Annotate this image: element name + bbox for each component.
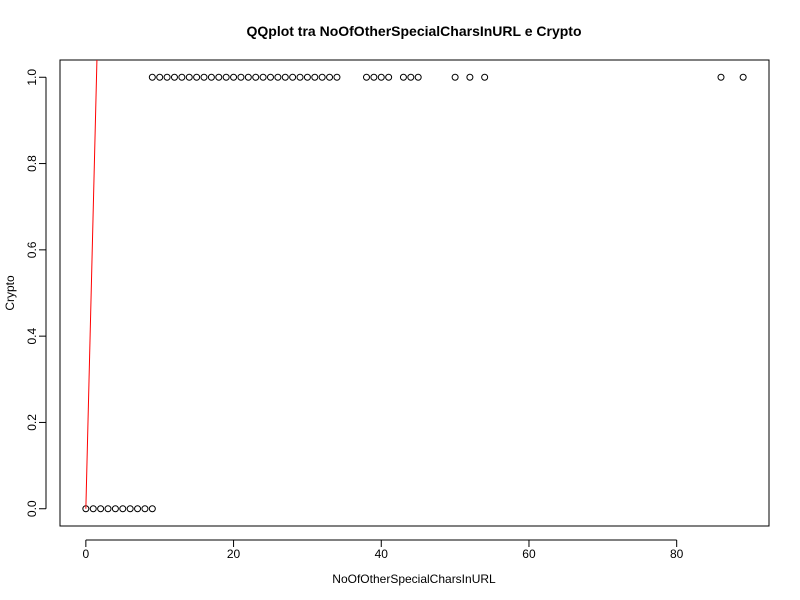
data-point <box>333 73 341 81</box>
data-point <box>215 73 223 81</box>
y-axis-title: Crypto <box>3 275 17 311</box>
x-tick-label: 40 <box>375 547 389 561</box>
data-point <box>185 73 193 81</box>
data-point <box>451 73 459 81</box>
data-point <box>126 505 134 513</box>
y-tick-label: 0.0 <box>25 500 39 517</box>
data-point <box>97 505 105 513</box>
data-point <box>399 73 407 81</box>
data-point <box>281 73 289 81</box>
data-point <box>466 73 474 81</box>
data-point <box>296 73 304 81</box>
data-point <box>385 73 393 81</box>
plot-frame <box>59 59 770 527</box>
data-points <box>82 73 747 513</box>
data-point <box>318 73 326 81</box>
data-point <box>252 73 260 81</box>
data-point <box>266 73 274 81</box>
data-point <box>230 73 238 81</box>
data-point <box>207 73 215 81</box>
data-point <box>377 73 385 81</box>
data-point <box>481 73 489 81</box>
data-point <box>370 73 378 81</box>
data-point <box>739 73 747 81</box>
data-point <box>289 73 297 81</box>
data-point <box>89 505 97 513</box>
y-tick-label: 1.0 <box>25 69 39 86</box>
data-point <box>311 73 319 81</box>
data-point <box>156 73 164 81</box>
y-tick-label: 0.2 <box>25 414 39 431</box>
data-point <box>303 73 311 81</box>
x-axis-title: NoOfOtherSpecialCharsInURL <box>332 572 496 586</box>
data-point <box>717 73 725 81</box>
data-point <box>104 505 112 513</box>
reference-line-group <box>85 59 98 509</box>
data-point <box>237 73 245 81</box>
y-tick-label: 0.6 <box>25 241 39 258</box>
data-point <box>244 73 252 81</box>
data-point <box>407 73 415 81</box>
data-point <box>414 73 422 81</box>
y-tick-label: 0.4 <box>25 327 39 344</box>
data-point <box>326 73 334 81</box>
data-point <box>148 73 156 81</box>
x-tick-label: 80 <box>670 547 684 561</box>
y-axis: 0.0 0.2 0.4 0.6 0.8 1.0 <box>25 69 47 517</box>
x-axis: 0 20 40 60 80 <box>83 539 684 561</box>
x-tick-label: 60 <box>522 547 536 561</box>
y-tick-label: 0.8 <box>25 155 39 172</box>
data-point <box>134 505 142 513</box>
data-point <box>362 73 370 81</box>
data-point <box>178 73 186 81</box>
reference-line <box>85 59 98 509</box>
data-point <box>119 505 127 513</box>
data-point <box>193 73 201 81</box>
x-tick-label: 0 <box>83 547 90 561</box>
data-point <box>111 505 119 513</box>
data-point <box>141 505 149 513</box>
data-point <box>274 73 282 81</box>
data-point <box>259 73 267 81</box>
data-point <box>163 73 171 81</box>
data-point <box>148 505 156 513</box>
x-tick-label: 20 <box>227 547 241 561</box>
data-point <box>222 73 230 81</box>
chart-title: QQplot tra NoOfOtherSpecialCharsInURL e … <box>246 23 581 39</box>
data-point <box>200 73 208 81</box>
data-point <box>170 73 178 81</box>
